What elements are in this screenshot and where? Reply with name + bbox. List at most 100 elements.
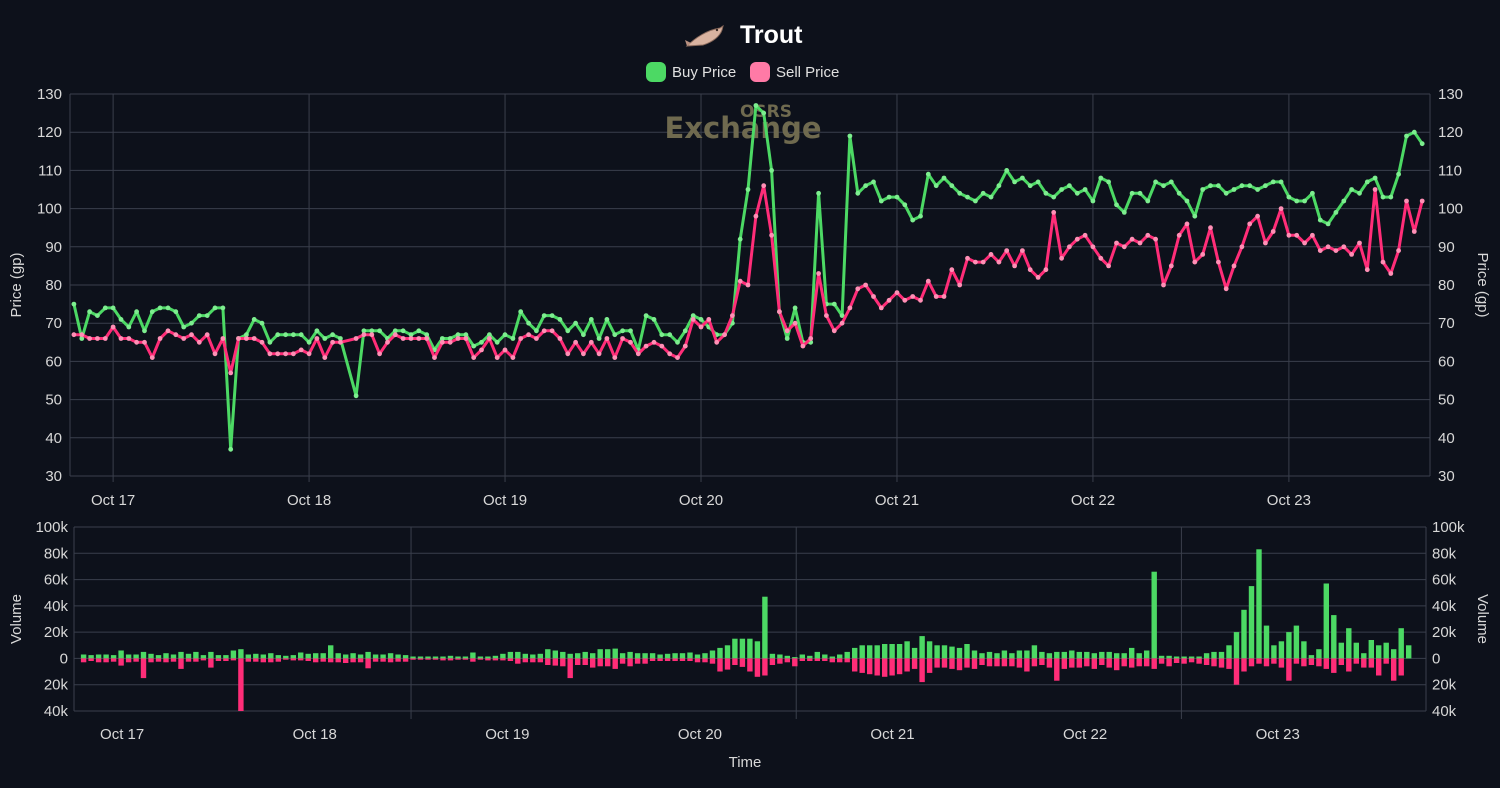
sell-price-point[interactable] xyxy=(1294,232,1300,238)
buy-price-point[interactable] xyxy=(871,179,876,185)
buy-price-point[interactable] xyxy=(1114,202,1119,208)
sell-price-volume-bar[interactable] xyxy=(1323,658,1329,669)
sell-price-volume-bar[interactable] xyxy=(882,658,888,677)
buy-price-volume-bar[interactable] xyxy=(1031,645,1038,659)
buy-price-volume-bar[interactable] xyxy=(994,653,1000,659)
buy-price-point[interactable] xyxy=(1396,171,1401,177)
sell-price-volume-bar[interactable] xyxy=(702,658,708,663)
buy-price-point[interactable] xyxy=(1357,190,1362,196)
buy-price-point[interactable] xyxy=(322,336,328,341)
buy-price-volume-bar[interactable] xyxy=(1241,609,1247,659)
buy-price-volume-bar[interactable] xyxy=(1346,628,1352,659)
buy-price-point[interactable] xyxy=(894,194,900,200)
buy-price-point[interactable] xyxy=(1411,129,1417,135)
buy-price-volume-bar[interactable] xyxy=(395,654,401,659)
sell-price-point[interactable] xyxy=(267,351,273,357)
buy-price-volume-bar[interactable] xyxy=(807,655,813,659)
buy-price-volume-bar[interactable] xyxy=(1233,632,1240,659)
buy-price-volume-bar[interactable] xyxy=(1323,583,1329,659)
buy-price-volume-bar[interactable] xyxy=(1136,653,1142,659)
buy-price-volume-bar[interactable] xyxy=(784,655,790,659)
buy-price-point[interactable] xyxy=(925,171,931,177)
buy-price-point[interactable] xyxy=(1263,183,1268,189)
buy-price-volume-bar[interactable] xyxy=(1316,649,1322,659)
buy-price-point[interactable] xyxy=(220,305,226,311)
sell-price-point[interactable] xyxy=(777,309,782,315)
sell-price-point[interactable] xyxy=(745,282,751,288)
sell-price-point[interactable] xyxy=(244,336,249,341)
sell-price-point[interactable] xyxy=(479,347,484,353)
buy-price-volume-bar[interactable] xyxy=(634,653,641,659)
buy-price-volume-bar[interactable] xyxy=(80,654,87,659)
buy-price-volume-bar[interactable] xyxy=(874,645,880,659)
sell-price-volume-bar[interactable] xyxy=(1031,658,1038,667)
buy-price-volume-bar[interactable] xyxy=(926,641,933,659)
sell-price-volume-bar[interactable] xyxy=(387,658,394,663)
buy-price-point[interactable] xyxy=(541,313,547,318)
buy-price-volume-bar[interactable] xyxy=(986,651,993,659)
sell-price-point[interactable] xyxy=(1020,248,1025,254)
buy-price-point[interactable] xyxy=(973,198,978,204)
sell-price-point[interactable] xyxy=(338,339,343,345)
sell-price-volume-bar[interactable] xyxy=(170,658,177,662)
sell-price-volume-bar[interactable] xyxy=(1248,658,1255,667)
sell-price-volume-bar[interactable] xyxy=(777,658,783,664)
buy-price-volume-bar[interactable] xyxy=(1106,651,1112,659)
buy-price-point[interactable] xyxy=(1364,179,1370,185)
sell-price-volume-bar[interactable] xyxy=(1054,658,1060,681)
buy-price-volume-bar[interactable] xyxy=(155,655,162,659)
buy-price-point[interactable] xyxy=(651,317,657,322)
sell-price-volume-bar[interactable] xyxy=(260,658,266,663)
buy-price-point[interactable] xyxy=(769,168,774,173)
sell-price-point[interactable] xyxy=(1114,240,1119,246)
sell-price-point[interactable] xyxy=(1153,236,1158,242)
sell-price-volume-bar[interactable] xyxy=(1338,658,1344,665)
buy-price-point[interactable] xyxy=(400,328,406,334)
sell-price-point[interactable] xyxy=(573,339,578,345)
buy-price-point[interactable] xyxy=(643,313,649,318)
buy-price-point[interactable] xyxy=(1310,190,1315,196)
sell-price-volume-bar[interactable] xyxy=(844,658,850,663)
sell-price-volume-bar[interactable] xyxy=(1278,658,1285,668)
buy-price-volume-bar[interactable] xyxy=(1144,650,1150,659)
sell-price-volume-bar[interactable] xyxy=(590,658,596,668)
sell-price-volume-bar[interactable] xyxy=(350,658,356,663)
buy-price-volume-bar[interactable] xyxy=(425,656,431,659)
sell-price-volume-bar[interactable] xyxy=(679,658,686,661)
sell-price-volume-bar[interactable] xyxy=(956,658,963,671)
buy-price-point[interactable] xyxy=(1231,187,1237,192)
sell-price-volume-bar[interactable] xyxy=(208,658,214,668)
buy-price-volume-bar[interactable] xyxy=(754,641,761,659)
sell-price-volume-bar[interactable] xyxy=(455,658,461,660)
buy-price-point[interactable] xyxy=(377,328,382,334)
sell-price-volume-bar[interactable] xyxy=(814,658,820,661)
sell-price-point[interactable] xyxy=(463,336,469,341)
sell-price-volume-bar[interactable] xyxy=(432,658,439,660)
buy-price-point[interactable] xyxy=(1239,183,1245,189)
buy-price-volume-bar[interactable] xyxy=(447,655,454,659)
buy-price-volume-bar[interactable] xyxy=(1054,651,1060,659)
buy-price-point[interactable] xyxy=(847,133,853,139)
sell-price-volume-bar[interactable] xyxy=(223,658,229,661)
buy-price-volume-bar[interactable] xyxy=(1046,653,1053,659)
buy-price-volume-bar[interactable] xyxy=(694,654,701,659)
sell-price-point[interactable] xyxy=(79,332,85,338)
buy-price-point[interactable] xyxy=(1294,198,1300,204)
buy-price-volume-bar[interactable] xyxy=(462,656,469,659)
sell-price-volume-bar[interactable] xyxy=(1009,658,1015,667)
buy-price-volume-bar[interactable] xyxy=(223,655,229,659)
sell-price-point[interactable] xyxy=(71,332,77,338)
sell-price-volume-bar[interactable] xyxy=(178,658,184,669)
buy-price-volume-bar[interactable] xyxy=(133,654,139,659)
buy-price-volume-bar[interactable] xyxy=(1129,647,1135,659)
buy-price-volume-bar[interactable] xyxy=(1263,625,1270,659)
sell-price-point[interactable] xyxy=(526,332,531,338)
buy-price-volume-bar[interactable] xyxy=(964,644,970,659)
buy-price-volume-bar[interactable] xyxy=(777,654,783,659)
sell-price-point[interactable] xyxy=(690,317,696,322)
sell-price-volume-bar[interactable] xyxy=(537,658,543,663)
sell-price-point[interactable] xyxy=(87,336,92,341)
buy-price-volume-bar[interactable] xyxy=(313,653,319,659)
sell-price-point[interactable] xyxy=(722,332,727,338)
sell-price-volume-bar[interactable] xyxy=(343,658,349,663)
